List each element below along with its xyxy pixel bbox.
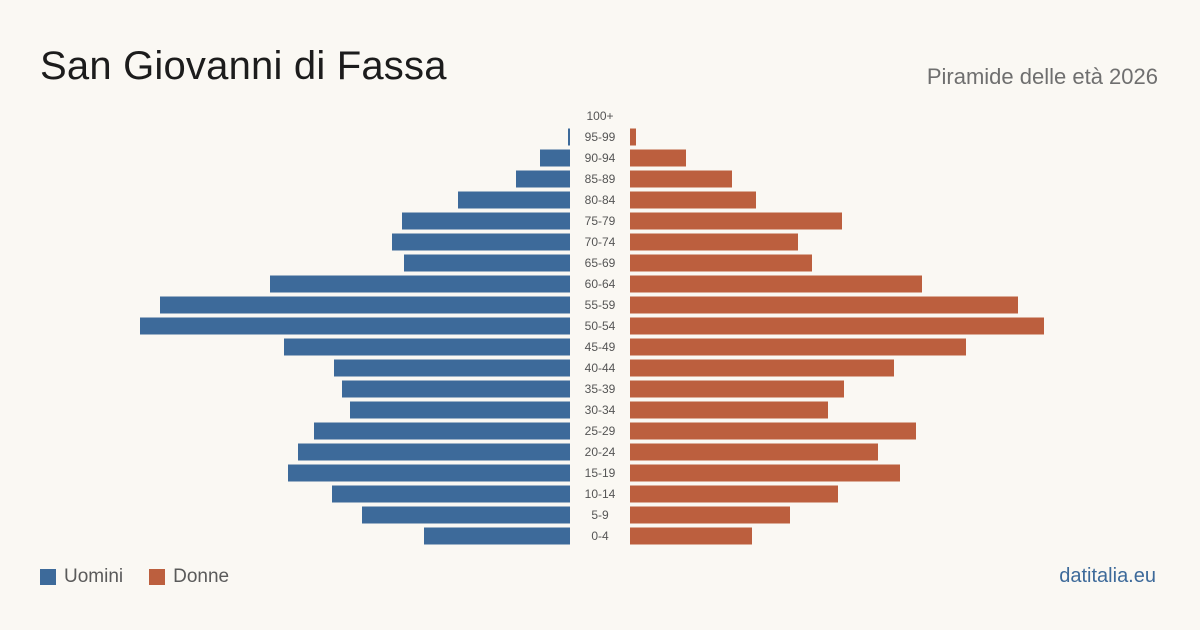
bar-women-15-19	[630, 464, 900, 482]
bar-men-30-34	[350, 401, 570, 419]
bar-women-75-79	[630, 212, 842, 230]
bar-men-65-69	[404, 254, 570, 272]
bar-women-85-89	[630, 170, 732, 188]
bar-men-90-94	[540, 149, 570, 167]
bar-women-95-99	[630, 128, 636, 146]
age-label-90-94: 90-94	[585, 151, 616, 165]
bar-women-80-84	[630, 191, 756, 209]
legend-item-men: Uomini	[40, 566, 123, 588]
bar-women-45-49	[630, 338, 966, 356]
age-label-55-59: 55-59	[585, 298, 616, 312]
bar-men-95-99	[568, 128, 570, 146]
bar-men-10-14	[332, 485, 570, 503]
bar-men-55-59	[160, 296, 570, 314]
bar-men-0-4	[424, 527, 570, 545]
age-label-100plus: 100+	[586, 109, 613, 123]
bar-men-50-54	[140, 317, 570, 335]
bar-women-90-94	[630, 149, 686, 167]
age-label-10-14: 10-14	[585, 487, 616, 501]
age-label-95-99: 95-99	[585, 130, 616, 144]
age-label-35-39: 35-39	[585, 382, 616, 396]
bar-men-5-9	[362, 506, 570, 524]
legend-item-women: Donne	[149, 566, 229, 588]
age-label-70-74: 70-74	[585, 235, 616, 249]
age-label-50-54: 50-54	[585, 319, 616, 333]
bar-women-50-54	[630, 317, 1044, 335]
bar-men-25-29	[314, 422, 570, 440]
bar-men-75-79	[402, 212, 570, 230]
bar-women-25-29	[630, 422, 916, 440]
age-label-65-69: 65-69	[585, 256, 616, 270]
bar-women-20-24	[630, 443, 878, 461]
legend-label-men: Uomini	[64, 566, 124, 587]
bar-women-60-64	[630, 275, 922, 293]
bar-men-15-19	[288, 464, 570, 482]
legend-swatch-women	[149, 569, 166, 585]
bar-women-5-9	[630, 506, 790, 524]
bar-men-85-89	[516, 170, 570, 188]
age-label-40-44: 40-44	[585, 361, 616, 375]
age-label-60-64: 60-64	[585, 277, 616, 291]
age-label-45-49: 45-49	[585, 340, 616, 354]
bar-men-35-39	[342, 380, 570, 398]
bar-women-70-74	[630, 233, 798, 251]
bar-men-70-74	[392, 233, 570, 251]
bar-women-10-14	[630, 485, 838, 503]
age-label-0-4: 0-4	[591, 529, 609, 543]
chart-subtitle: Piramide delle età 2026	[926, 64, 1158, 89]
age-label-85-89: 85-89	[585, 172, 616, 186]
bar-women-30-34	[630, 401, 828, 419]
bar-men-60-64	[270, 275, 570, 293]
age-label-20-24: 20-24	[585, 445, 616, 459]
age-label-5-9: 5-9	[591, 508, 609, 522]
bar-men-80-84	[458, 191, 570, 209]
bar-women-40-44	[630, 359, 894, 377]
bar-women-65-69	[630, 254, 812, 272]
bar-men-45-49	[284, 338, 570, 356]
bar-women-55-59	[630, 296, 1018, 314]
age-label-25-29: 25-29	[585, 424, 616, 438]
age-label-75-79: 75-79	[585, 214, 616, 228]
brand-link[interactable]: datitalia.eu	[1059, 565, 1156, 587]
bar-men-20-24	[298, 443, 570, 461]
chart-title: San Giovanni di Fassa	[40, 44, 447, 88]
age-label-80-84: 80-84	[585, 193, 616, 207]
legend: Uomini Donne	[40, 566, 255, 588]
legend-swatch-men	[40, 569, 56, 585]
bar-women-0-4	[630, 527, 752, 545]
bar-women-35-39	[630, 380, 844, 398]
bar-men-40-44	[334, 359, 570, 377]
age-label-30-34: 30-34	[585, 403, 616, 417]
legend-label-women: Donne	[173, 566, 230, 587]
age-label-15-19: 15-19	[585, 466, 616, 480]
